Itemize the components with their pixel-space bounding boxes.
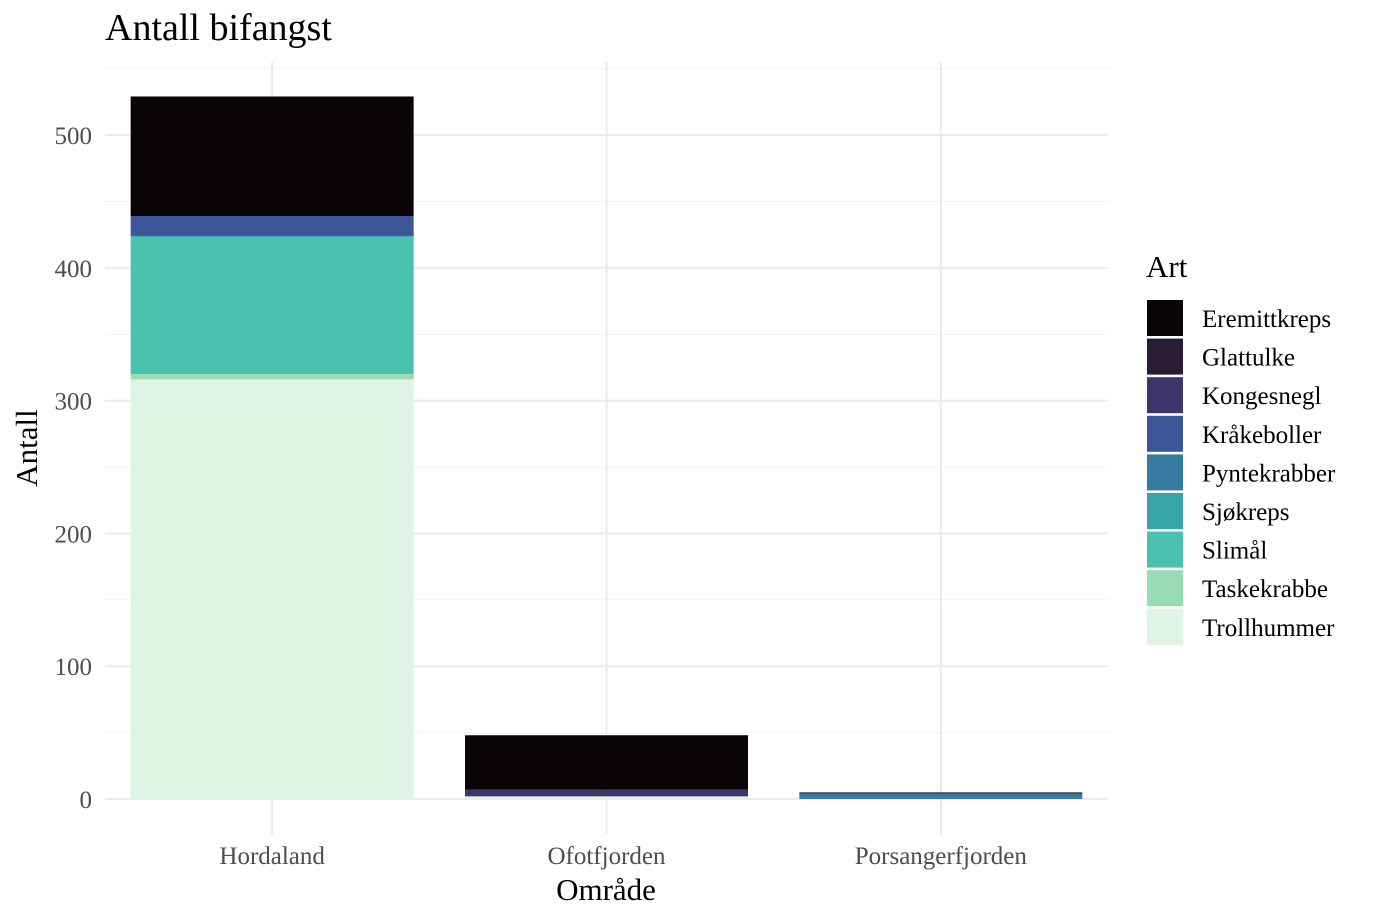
legend-swatch	[1147, 608, 1183, 645]
bar-segment-eremittkreps	[130, 96, 414, 217]
y-tick-labels: 0 100 200 300 400 500	[55, 123, 93, 814]
x-axis-title: Område	[556, 872, 656, 907]
y-tick-label: 300	[55, 389, 93, 416]
x-tick-label: Porsangerfjorden	[855, 843, 1028, 870]
bar-segment-sjøkreps	[130, 235, 414, 238]
legend-swatch	[1147, 338, 1183, 375]
legend-swatch	[1147, 493, 1183, 529]
y-tick-label: 400	[55, 256, 93, 283]
legend: Art Eremittkreps Glattulke Kongesnegl Kråke…	[1146, 249, 1336, 645]
legend-swatch	[1147, 454, 1183, 491]
y-tick-label: 0	[80, 787, 93, 814]
legend-label: Sjøkreps	[1202, 499, 1290, 526]
legend-label: Eremittkreps	[1202, 306, 1331, 333]
bar-segment-pyntekrabber	[799, 793, 1083, 799]
bar-segment-trollhummer	[130, 379, 414, 799]
x-tick-labels: Hordaland Ofotfjorden Porsangerfjorden	[219, 843, 1027, 870]
bar-segment-kongesnegl	[465, 789, 748, 797]
chart-title: Antall bifangst	[105, 7, 332, 49]
y-tick-label: 100	[55, 654, 93, 681]
y-axis-title: Antall	[9, 409, 44, 487]
bar-segment-eremittkreps	[465, 735, 748, 790]
y-tick-label: 500	[55, 123, 93, 150]
legend-label: Kongesnegl	[1202, 383, 1321, 410]
legend-swatch	[1147, 570, 1183, 607]
x-tick-label: Hordaland	[219, 843, 325, 870]
legend-label: Pyntekrabber	[1202, 460, 1336, 487]
legend-label: Taskekrabbe	[1202, 576, 1328, 603]
bar-segment-slimål	[130, 237, 414, 375]
legend-label: Slimål	[1202, 538, 1267, 565]
bar-segment-trollhummer	[465, 796, 748, 799]
bar-segment-taskekrabbe	[130, 374, 414, 380]
y-tick-label: 200	[55, 521, 93, 548]
legend-swatch	[1147, 300, 1183, 336]
x-tick-label: Ofotfjorden	[547, 843, 666, 870]
legend-swatch	[1147, 415, 1183, 452]
legend-swatch	[1147, 377, 1183, 414]
bar-segment-kråkeboller	[130, 216, 414, 236]
legend-label: Kråkeboller	[1202, 422, 1322, 449]
legend-title: Art	[1146, 249, 1188, 284]
legend-label: Glattulke	[1202, 345, 1295, 372]
bars	[130, 96, 1083, 799]
legend-label: Trollhummer	[1202, 615, 1335, 642]
legend-swatch	[1147, 531, 1183, 568]
bar-segment-glattulke	[799, 792, 1083, 794]
